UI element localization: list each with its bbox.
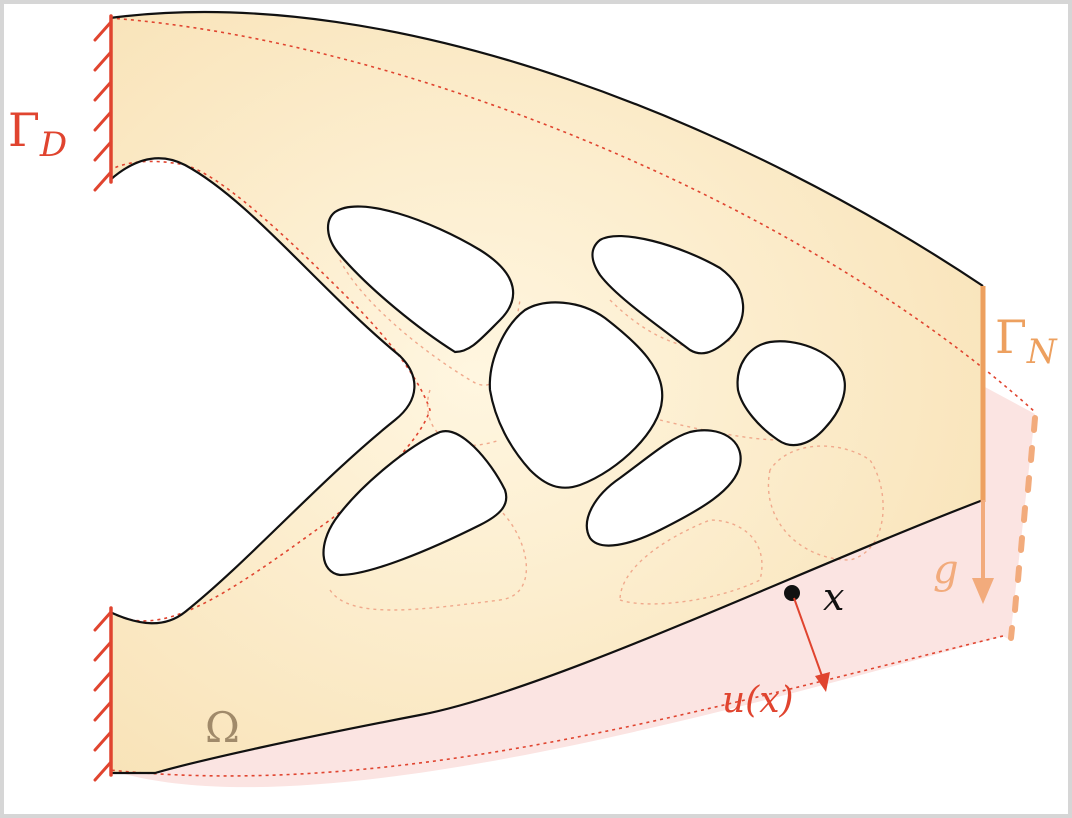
hole-3 xyxy=(488,301,664,489)
label-point-x: x xyxy=(823,575,844,619)
hole-6 xyxy=(585,429,742,547)
holes xyxy=(322,205,846,577)
label-omega: Ω xyxy=(205,703,240,752)
label-load-g: g xyxy=(933,547,959,593)
notch-boundary xyxy=(109,157,416,625)
label-gamma-d: ΓD xyxy=(8,103,67,165)
label-displacement: u(x) xyxy=(722,680,794,721)
hole-4 xyxy=(736,340,846,447)
displaced-edge xyxy=(1008,415,1038,641)
deformed-outline xyxy=(109,17,1036,777)
point-x-marker xyxy=(784,585,800,601)
dirichlet-boundary xyxy=(93,14,113,782)
hole-2 xyxy=(591,234,745,355)
hole-5 xyxy=(322,430,508,577)
deformed-domain xyxy=(110,386,1035,788)
hole-1 xyxy=(327,205,515,354)
top-boundary xyxy=(109,10,984,287)
diagram-canvas: ΓD ΓN g x u(x) Ω xyxy=(8,10,1058,788)
bottom-boundary xyxy=(110,498,984,775)
displacement-arrow xyxy=(793,597,830,692)
label-gamma-n: ΓN xyxy=(995,310,1058,372)
load-arrow xyxy=(972,500,994,604)
